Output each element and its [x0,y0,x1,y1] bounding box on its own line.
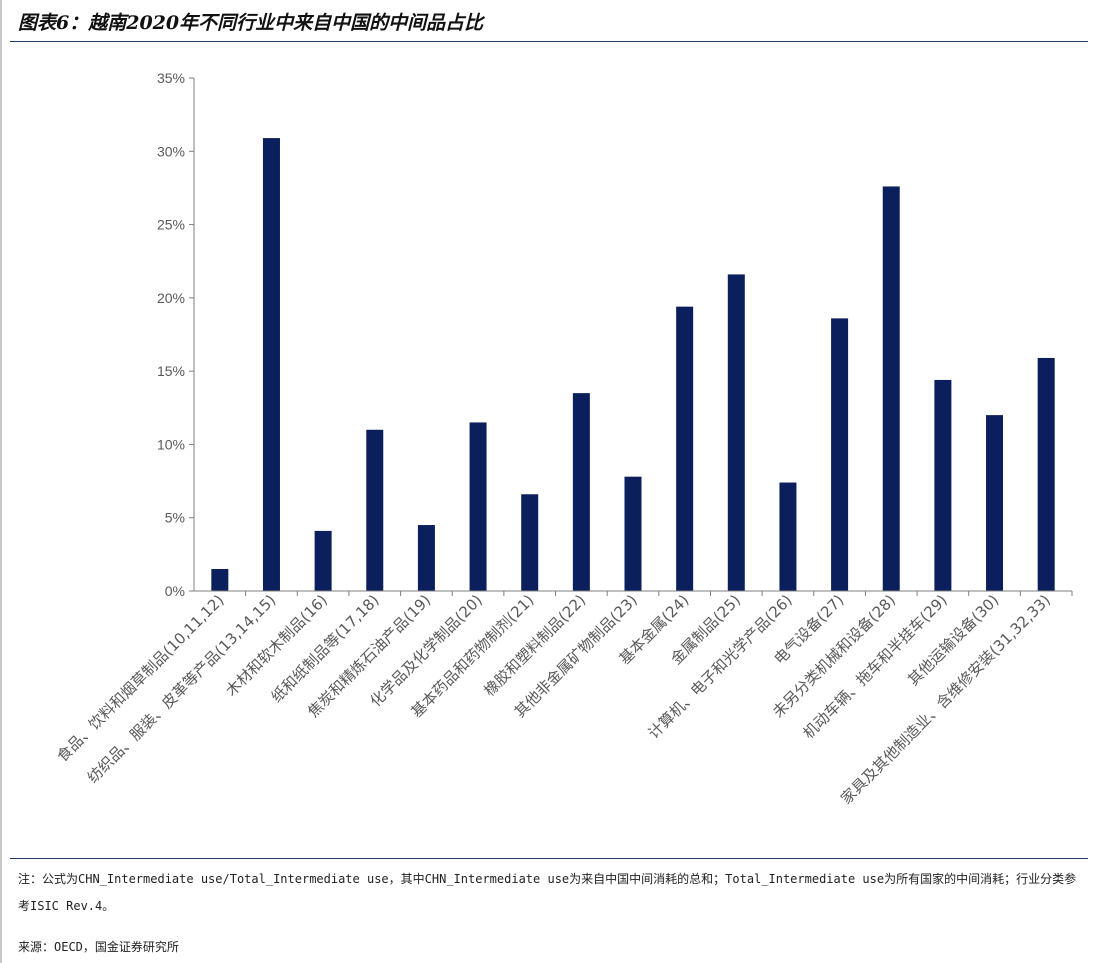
y-tick-label: 5% [165,510,185,526]
x-tick-label: 其他运输设备(30) [904,591,1002,689]
bar [262,138,280,591]
title-divider [10,41,1088,42]
bar [882,186,900,591]
bar [521,494,539,591]
source-line: 来源：OECD，国金证券研究所 [18,940,179,954]
bar [417,525,435,591]
y-tick-label: 30% [157,143,185,159]
y-tick-label: 20% [157,290,185,306]
page-left-border [0,0,2,963]
bar [779,482,797,591]
bar-series [211,138,1055,591]
x-tick-label: 纺织品、服装、皮革等产品(13,14,15) [84,591,280,787]
y-tick-label: 0% [165,583,185,599]
bar [366,429,384,591]
figure-title: 图表6：越南2020年不同行业中来自中国的中间品占比 [18,12,484,34]
footer-divider [10,858,1088,859]
bar [469,422,487,591]
footnote: 注：公式为CHN_Intermediate use/Total_Intermed… [18,872,1077,913]
y-tick-label: 25% [157,217,185,233]
bar-chart: 0% 5% 10% 15% 20% 25% 30% 35% 食品、饮料和烟草制品(10,11,… [53,70,1073,808]
bar [831,318,849,591]
bar [572,393,590,591]
y-tick-label: 10% [157,436,185,452]
bar [676,306,694,591]
x-axis: 食品、饮料和烟草制品(10,11,12)纺织品、服装、皮革等产品(13,14,1… [53,590,1073,808]
bar [934,379,952,591]
bar [314,530,332,591]
y-axis: 0% 5% 10% 15% 20% 25% 30% 35% [157,70,195,599]
bar [211,569,229,591]
bar [1037,357,1055,591]
bar [986,415,1004,591]
bar [727,274,745,591]
y-tick-label: 35% [157,70,185,86]
y-tick-label: 15% [157,363,185,379]
bar [624,476,642,591]
